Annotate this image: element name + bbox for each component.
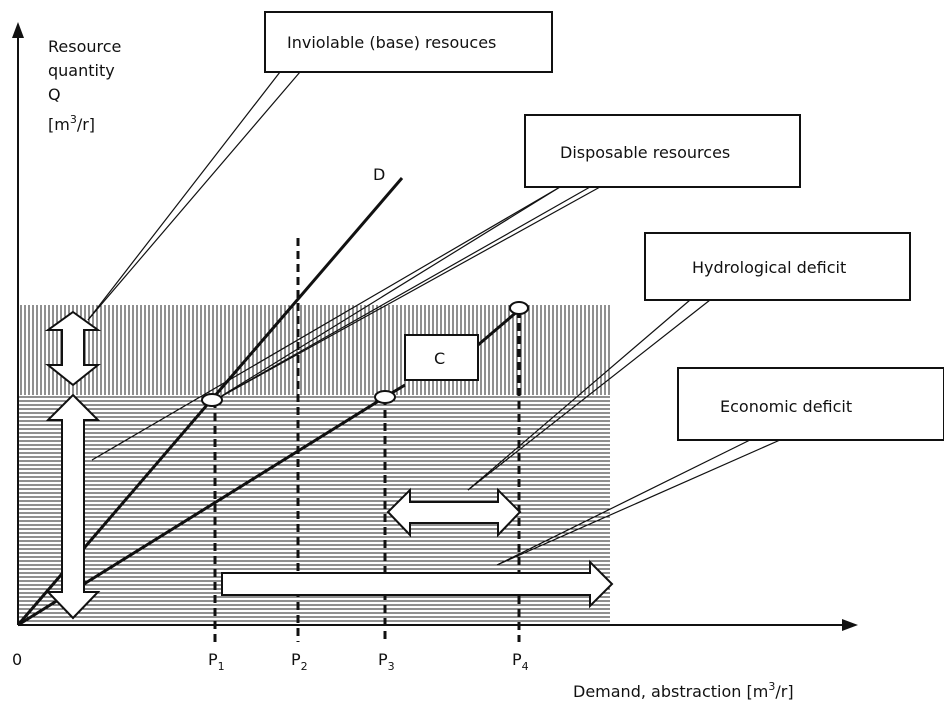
line-label: C	[434, 349, 445, 368]
y-label: quantity	[48, 61, 115, 80]
point-base: P	[208, 650, 218, 669]
point-label: P1	[208, 650, 225, 673]
axes	[12, 22, 858, 631]
x-label: Demand, abstraction [m3/r]	[573, 680, 794, 701]
origin-label: 0	[12, 650, 22, 669]
point-label: P3	[378, 650, 395, 673]
callout: Inviolable (base) resouces	[287, 33, 496, 52]
point-sub: 1	[218, 660, 225, 673]
callout: Disposable resources	[560, 143, 730, 162]
callout: Economic deficit	[720, 397, 852, 416]
point-base: P	[378, 650, 388, 669]
point-sub: 3	[388, 660, 395, 673]
y-label: Resource	[48, 37, 121, 56]
line-label: D	[373, 165, 385, 184]
pointers	[87, 71, 781, 566]
arrows	[44, 310, 614, 620]
inviolable-zone	[18, 305, 610, 395]
callout: Hydrological deficit	[692, 258, 846, 277]
callout-boxes	[201, 11, 944, 441]
point-base: P	[291, 650, 301, 669]
point-sub: 2	[301, 660, 308, 673]
point-sub: 4	[522, 660, 529, 673]
point-base: P	[512, 650, 522, 669]
point-label: P2	[291, 650, 308, 673]
y-label: Q	[48, 85, 61, 104]
y-unit: [m3/r]	[48, 113, 95, 134]
point-label: P4	[512, 650, 529, 673]
